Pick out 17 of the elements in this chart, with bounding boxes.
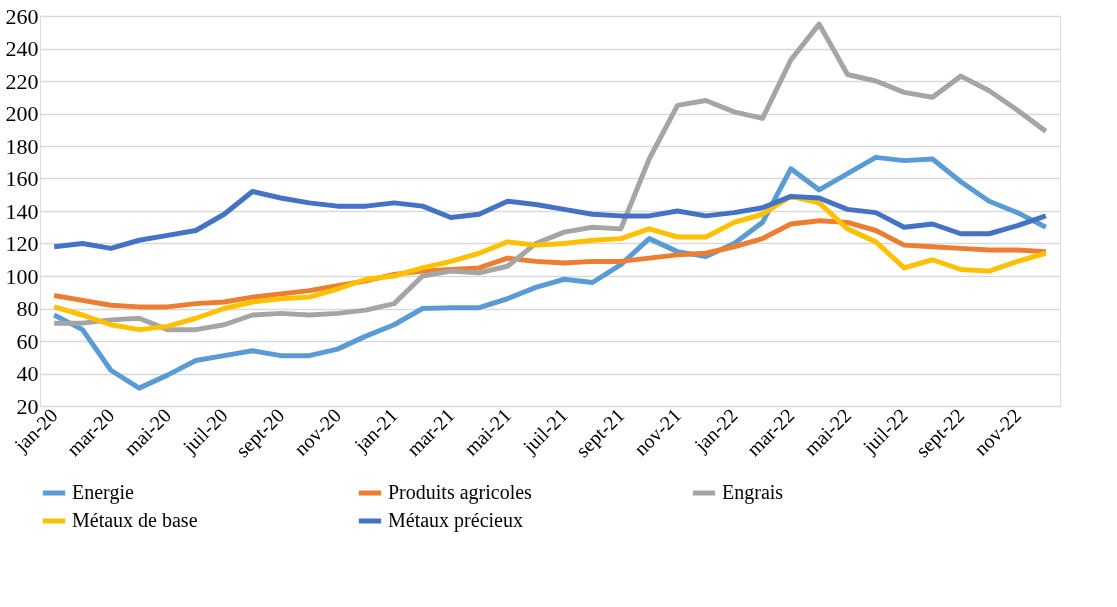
y-tick-label: 240 [5, 36, 39, 61]
y-tick-label: 260 [5, 3, 39, 29]
legend-label: Engrais [722, 481, 784, 504]
y-tick-label: 60 [16, 328, 39, 354]
legend-label: Energie [72, 481, 134, 504]
y-tick-label: 180 [5, 133, 39, 159]
legend-label: Métaux de base [72, 509, 198, 531]
y-tick-label: 220 [5, 68, 39, 94]
y-tick-label: 140 [5, 198, 39, 224]
y-tick-label: 80 [16, 296, 39, 321]
legend-label: Métaux précieux [388, 509, 523, 532]
y-tick-label: 200 [5, 101, 39, 126]
legend-label: Produits agricoles [388, 481, 533, 504]
y-tick-label: 120 [5, 231, 39, 256]
y-tick-label: 40 [16, 361, 39, 386]
y-tick-label: 100 [5, 263, 39, 289]
y-tick-label: 160 [5, 166, 39, 191]
